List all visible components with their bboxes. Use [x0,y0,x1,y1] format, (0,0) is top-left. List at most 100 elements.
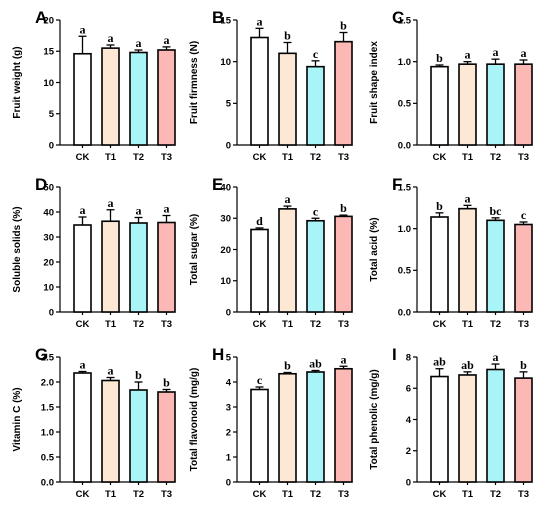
y-tick-label: 30 [220,214,231,225]
significance-letter: a [136,204,142,218]
panel-letter: C [392,8,404,27]
significance-letter: d [256,214,263,228]
y-tick-label: 1 [226,452,232,463]
significance-letter: a [341,352,347,366]
bar-t2 [306,371,325,483]
significance-letter: a [257,14,263,28]
panel-c: C Fruit shape index 0.0 0.5 1.0 1.5 b CK a T1 a T2 a… [369,8,533,163]
y-axis-title: Fruit shape index [369,41,380,124]
y-tick-label: 0.0 [398,140,411,151]
x-tick-label: CK [253,489,267,500]
x-tick-label: T1 [105,319,117,330]
y-axis-title: Total sugar (%) [189,214,200,285]
y-tick-label: 0 [226,140,231,151]
bar-ck [250,388,269,483]
bar-ck [430,65,449,146]
significance-letter: a [465,48,471,62]
bar-t3 [514,223,533,313]
bar-t1 [101,220,120,313]
significance-letter: ab [461,358,474,372]
x-tick-label: T1 [105,489,117,500]
y-tick-label: 5 [226,352,232,363]
x-tick-label: T1 [462,319,474,330]
y-tick-label: 0 [406,477,411,488]
bar-t1 [101,47,120,146]
x-tick-label: CK [433,152,447,163]
x-tick-label: T1 [282,152,294,163]
bar-ck [250,228,269,313]
y-tick-label: 1.0 [398,224,411,235]
x-tick-label: T1 [282,489,294,500]
bar-t2 [306,219,325,313]
y-tick-label: 15 [220,15,231,26]
y-tick-label: 40 [43,207,54,218]
y-tick-label: 10 [43,78,54,89]
significance-letter: a [108,196,114,210]
bar-ck [73,372,92,483]
x-tick-label: CK [76,489,90,500]
panel-e: E Total sugar (%) 0 10 20 30 40 d CK a T1 c T2 b T3 [189,175,353,330]
significance-letter: a [108,364,114,378]
y-tick-label: 15 [43,47,54,58]
x-tick-label: T2 [310,319,321,330]
bar-t2 [129,51,148,146]
bar-t1 [278,52,297,146]
y-tick-label: 30 [43,232,54,243]
y-tick-label: 6 [406,384,411,395]
x-tick-label: T3 [518,319,529,330]
y-tick-label: 20 [220,245,231,256]
panel-b: B Fruit firmness (N) 0 5 10 15 a CK b T1 c T2 b T3 [189,8,353,163]
bar-ck [73,52,92,146]
significance-letter: a [465,191,471,205]
y-tick-label: 10 [220,276,231,287]
bar-t2 [129,222,148,313]
x-tick-label: T1 [462,152,474,163]
panel-letter: E [212,175,223,194]
significance-letter: b [436,51,443,65]
bar-t1 [458,63,477,146]
panel-i: I Total phenolic (mg/g) 0 2 4 6 8 ab CK ab T1 a T2 b T… [369,345,533,500]
y-tick-label: 50 [43,182,54,193]
significance-letter: c [313,204,319,218]
y-tick-label: 0.5 [398,266,412,277]
significance-letter: a [285,192,291,206]
bar-t3 [514,63,533,146]
panel-letter: D [35,175,47,194]
x-tick-label: T2 [133,319,144,330]
bar-t3 [334,40,353,146]
bar-ck [430,375,449,483]
significance-letter: a [164,202,170,216]
x-tick-label: T3 [518,489,529,500]
panel-letter: G [35,345,48,364]
bar-t3 [157,221,176,313]
significance-letter: a [164,33,170,47]
x-tick-label: T3 [338,489,349,500]
significance-letter: b [163,376,170,390]
y-tick-label: 2 [226,427,231,438]
significance-letter: a [108,31,114,45]
bar-t3 [334,367,353,483]
y-tick-label: 0 [226,307,231,318]
y-axis-title: Total flavonoid (mg/g) [189,368,200,472]
significance-letter: c [313,47,319,61]
y-tick-label: 3 [226,402,231,413]
x-tick-label: T1 [105,152,117,163]
bar-t2 [486,219,505,313]
y-tick-label: 1.5 [41,402,55,413]
x-tick-label: T2 [490,152,501,163]
significance-letter: c [521,208,527,222]
y-tick-label: 20 [43,257,54,268]
significance-letter: b [340,201,347,215]
y-axis-title: Fruit firmness (N) [189,41,200,124]
bar-t1 [278,208,297,313]
y-axis-title: Soluble solids (%) [12,206,23,292]
panel-letter: H [212,345,224,364]
y-tick-label: 1.5 [398,182,412,193]
bar-t3 [157,49,176,146]
x-tick-label: T2 [133,152,144,163]
panel-a: A Fruit weight (g) 0 5 10 15 20 a CK a T1 a T2 a T3 [12,8,176,163]
bar-ck [250,36,269,146]
significance-letter: b [436,199,443,213]
bar-t3 [157,391,176,483]
